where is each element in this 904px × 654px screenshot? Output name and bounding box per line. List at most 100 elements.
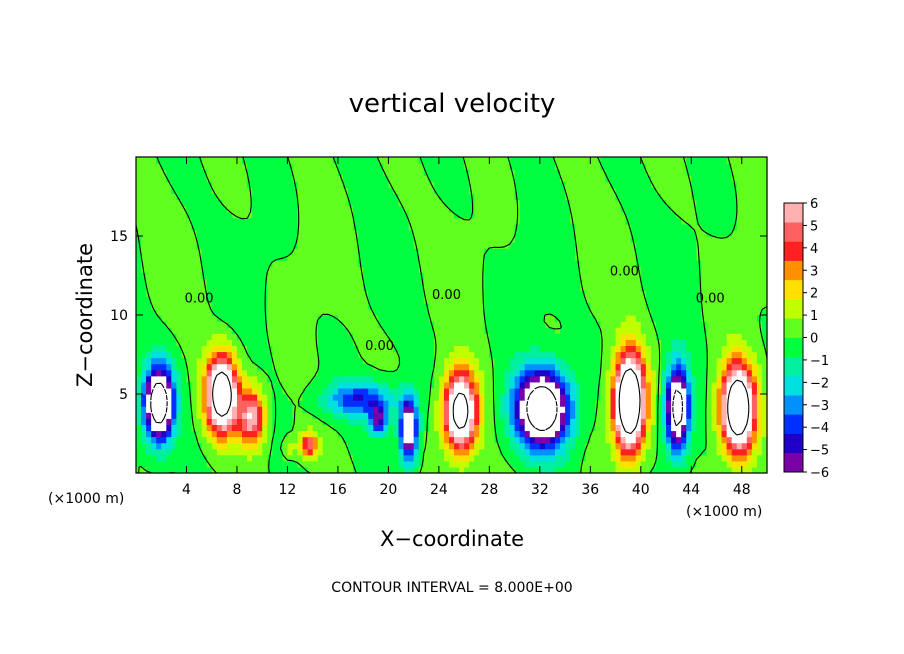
field-cell <box>221 290 228 298</box>
field-cell <box>524 229 531 237</box>
field-cell <box>408 418 415 425</box>
field-cell <box>393 236 400 243</box>
field-cell <box>176 321 183 328</box>
field-cell <box>226 254 233 261</box>
field-cell <box>615 260 622 267</box>
field-cell <box>342 375 349 383</box>
field-cell <box>257 424 263 432</box>
field-cell <box>317 406 324 413</box>
field-cell <box>413 442 420 450</box>
field-cell <box>529 236 536 243</box>
field-cell <box>524 339 531 346</box>
field-cell <box>403 266 410 274</box>
field-cell <box>741 363 748 371</box>
field-cell <box>595 290 602 298</box>
field-cell <box>423 466 430 474</box>
field-cell <box>201 290 208 298</box>
field-cell <box>398 345 405 353</box>
field-cell <box>529 242 536 249</box>
field-cell <box>620 412 627 419</box>
field-cell <box>706 454 713 462</box>
field-cell <box>625 302 632 310</box>
field-cell <box>716 363 723 371</box>
field-cell <box>388 400 395 407</box>
field-cell <box>479 394 485 401</box>
field-cell <box>504 454 511 462</box>
field-cell <box>711 400 718 407</box>
field-cell <box>136 248 142 255</box>
field-cell <box>348 302 354 310</box>
field-cell <box>236 236 243 243</box>
field-cell <box>469 387 475 395</box>
field-cell <box>383 430 389 438</box>
field-cell <box>393 333 400 340</box>
field-cell <box>206 436 213 444</box>
field-cell <box>666 236 672 243</box>
field-cell <box>247 278 253 286</box>
field-cell <box>171 466 177 474</box>
field-cell <box>711 248 718 255</box>
field-cell <box>666 272 672 280</box>
field-cell <box>337 442 344 450</box>
field-cell <box>565 254 571 261</box>
field-cell <box>706 466 713 474</box>
field-cell <box>327 315 334 322</box>
field-cell <box>327 302 334 310</box>
field-cell <box>610 466 617 474</box>
field-cell <box>257 430 263 438</box>
field-cell <box>544 351 551 359</box>
field-cell <box>221 315 228 322</box>
field-cell <box>433 333 440 340</box>
field-cell <box>211 321 218 328</box>
field-cell <box>166 436 172 444</box>
field-cell <box>645 327 652 334</box>
field-cell <box>327 260 334 267</box>
field-cell <box>514 236 521 243</box>
field-cell <box>433 460 440 468</box>
field-cell <box>226 454 233 462</box>
field-cell <box>257 296 263 304</box>
field-cell <box>317 418 324 425</box>
field-cell <box>489 302 496 310</box>
field-cell <box>448 454 455 462</box>
field-cell <box>494 369 501 377</box>
field-cell <box>221 333 228 340</box>
field-cell <box>231 363 238 371</box>
field-cell <box>141 387 147 395</box>
field-cell <box>252 254 258 261</box>
field-cell <box>519 400 526 407</box>
field-cell <box>640 381 647 389</box>
field-cell <box>216 333 223 340</box>
field-cell <box>660 363 667 371</box>
field-cell <box>438 381 445 389</box>
field-cell <box>363 442 369 450</box>
field-cell <box>277 412 283 419</box>
field-cell <box>691 418 697 425</box>
field-cell <box>156 260 162 267</box>
field-cell <box>433 436 440 444</box>
field-cell <box>761 242 768 249</box>
field-cell <box>494 448 501 456</box>
field-cell <box>635 460 642 468</box>
field-cell <box>332 296 339 304</box>
field-cell <box>282 430 289 438</box>
field-cell <box>696 460 702 468</box>
field-cell <box>524 430 531 438</box>
field-cell <box>756 394 763 401</box>
field-cell <box>539 296 546 304</box>
field-cell <box>494 333 501 340</box>
field-cell <box>448 357 455 365</box>
field-cell <box>484 308 490 316</box>
field-cell <box>226 290 233 298</box>
field-cell <box>721 284 728 292</box>
field-cell <box>141 315 147 322</box>
field-cell <box>438 466 445 474</box>
field-cell <box>191 406 198 413</box>
field-cell <box>706 242 713 249</box>
field-cell <box>307 387 314 395</box>
field-cell <box>312 406 319 413</box>
field-cell <box>751 448 758 456</box>
field-cell <box>302 345 309 353</box>
field-cell <box>368 448 374 456</box>
field-cell <box>156 308 162 316</box>
